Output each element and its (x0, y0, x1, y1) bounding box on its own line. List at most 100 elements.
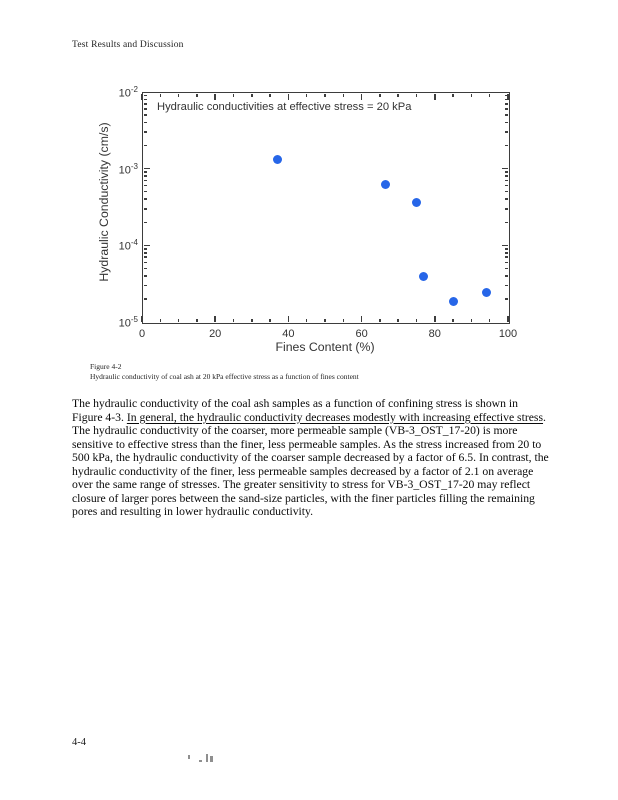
x-major-tick (507, 93, 509, 100)
y-minor-tick (143, 144, 148, 147)
y-minor-tick (504, 256, 508, 258)
x-minor-tick (251, 93, 253, 98)
x-minor-tick (470, 318, 473, 322)
x-major-tick (214, 93, 216, 100)
x-minor-tick (232, 318, 235, 322)
y-minor-tick (504, 144, 508, 147)
x-major-tick (287, 316, 290, 322)
x-tick-label: 40 (282, 328, 295, 340)
footer-artifact (186, 752, 216, 764)
y-minor-tick (504, 114, 508, 116)
y-tick-label: 10-3 (118, 161, 138, 177)
chart-annotation: Hydraulic conductivities at effective st… (157, 101, 412, 113)
y-axis-title: Hydraulic Conductivity (cm/s) (97, 122, 111, 282)
artifact-mark (210, 756, 213, 762)
page-number: 4-4 (72, 737, 86, 748)
x-minor-tick (397, 318, 399, 322)
y-minor-tick (143, 131, 148, 133)
y-minor-tick (504, 131, 508, 133)
y-minor-tick (143, 175, 148, 177)
y-minor-tick (143, 208, 148, 210)
y-minor-tick (143, 275, 148, 277)
x-minor-tick (470, 93, 473, 98)
body-paragraph: The hydraulic conductivity of the coal a… (72, 397, 549, 519)
x-tick-label: 60 (355, 328, 368, 340)
y-minor-tick (504, 184, 508, 187)
x-minor-tick (177, 93, 180, 98)
x-minor-tick (379, 93, 381, 98)
y-major-tick (143, 244, 150, 247)
x-minor-tick (177, 318, 180, 322)
y-minor-tick (143, 108, 148, 110)
x-minor-tick (452, 93, 454, 98)
x-minor-tick (342, 318, 345, 322)
x-minor-tick (415, 93, 418, 98)
x-minor-tick (305, 318, 308, 322)
data-point (419, 272, 429, 282)
y-minor-tick (143, 298, 148, 300)
y-minor-tick (143, 121, 148, 124)
x-major-tick (214, 316, 216, 322)
y-minor-tick (143, 114, 148, 116)
x-tick-label: 0 (138, 328, 146, 340)
x-major-tick (141, 93, 143, 100)
x-axis-title: Fines Content (%) (275, 340, 375, 354)
figure-label: Figure 4-2 (90, 362, 122, 371)
x-minor-tick (324, 318, 326, 322)
x-tick-label: 80 (428, 328, 441, 340)
x-minor-tick (159, 93, 162, 98)
y-minor-tick (143, 190, 148, 193)
x-major-tick (434, 316, 436, 322)
y-minor-tick (143, 256, 148, 258)
y-minor-tick (504, 190, 508, 193)
y-minor-tick (504, 261, 508, 264)
data-point (272, 155, 282, 165)
x-minor-tick (232, 93, 235, 98)
x-tick-label: 100 (498, 328, 518, 340)
x-major-tick (507, 316, 509, 322)
x-minor-tick (379, 318, 381, 322)
x-minor-tick (488, 318, 491, 322)
y-minor-tick (504, 208, 508, 210)
x-minor-tick (159, 318, 162, 322)
y-minor-tick (504, 103, 508, 105)
underlined-text: In general, the hydraulic conductivity d… (126, 410, 544, 424)
y-minor-tick (504, 198, 508, 200)
y-minor-tick (504, 267, 508, 270)
plot-area (142, 92, 510, 324)
x-minor-tick (415, 318, 418, 322)
y-minor-tick (143, 261, 148, 264)
artifact-mark (206, 754, 208, 762)
paragraph-text-after: . The hydraulic conductivity of the coar… (72, 410, 549, 519)
y-minor-tick (504, 252, 508, 254)
data-point (412, 198, 421, 208)
y-minor-tick (504, 298, 508, 300)
paragraph-text-before: The hydraulic conductivity of the coal a… (72, 397, 518, 424)
x-major-tick (141, 316, 143, 322)
data-point (448, 297, 458, 307)
x-major-tick (360, 93, 363, 100)
page-header: Test Results and Discussion (72, 40, 184, 50)
y-major-tick (502, 244, 508, 247)
x-tick-label: 20 (209, 328, 222, 340)
y-tick-label: 10-4 (118, 238, 138, 253)
y-minor-tick (143, 267, 148, 270)
y-minor-tick (504, 171, 508, 173)
x-minor-tick (269, 318, 271, 322)
x-minor-tick (397, 93, 399, 98)
artifact-mark (188, 755, 190, 759)
x-major-tick (434, 93, 436, 100)
data-point (380, 179, 390, 189)
x-minor-tick (342, 93, 345, 98)
x-minor-tick (488, 93, 491, 98)
y-minor-tick (504, 175, 508, 177)
y-major-tick (143, 167, 150, 170)
y-minor-tick (504, 275, 508, 277)
y-minor-tick (504, 98, 508, 101)
y-minor-tick (143, 98, 148, 101)
y-minor-tick (143, 94, 148, 97)
y-minor-tick (143, 252, 148, 254)
x-minor-tick (305, 93, 308, 98)
y-minor-tick (143, 179, 148, 182)
